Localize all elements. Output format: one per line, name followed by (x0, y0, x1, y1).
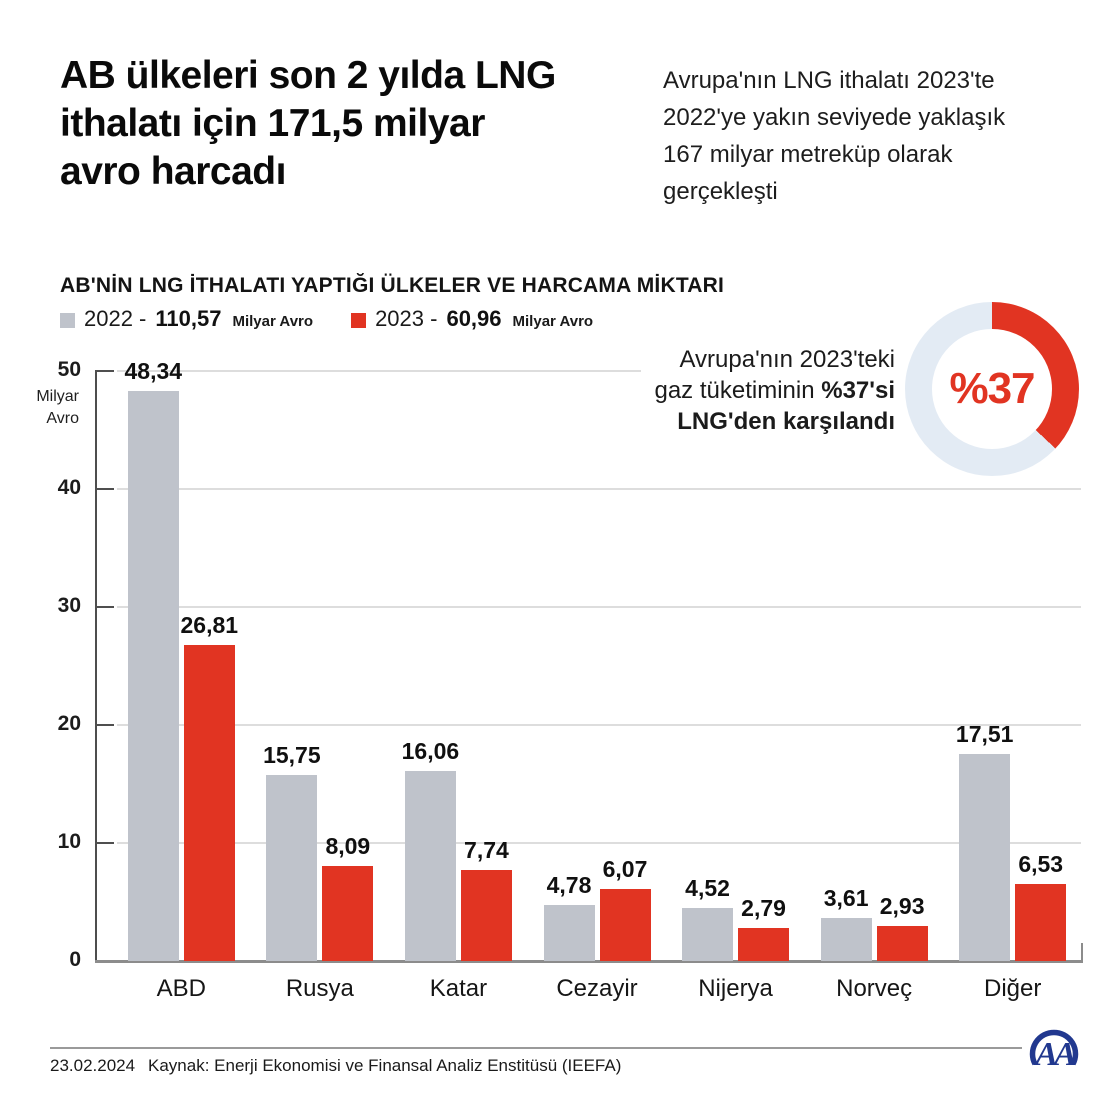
bar-value-2022-Rusya: 15,75 (263, 742, 321, 768)
bar-2023-Norveç (876, 926, 928, 961)
donut-caption-line: gaz tüketiminin %37'si (654, 377, 895, 404)
bar-value-2022-Cezayir: 4,78 (546, 872, 592, 898)
legend-swatch-2022 (60, 312, 75, 328)
footer-date: 23.02.2024 (50, 1056, 136, 1075)
bar-value-2023-Nijerya: 2,79 (741, 895, 786, 921)
donut-ring: %37 (905, 302, 1079, 476)
bar-value-2022-ABD: 48,34 (124, 358, 183, 384)
bar-2023-Diğer (1015, 884, 1067, 961)
legend-swatch-2023 (351, 312, 367, 328)
y-axis-unit-label: Milyar Avro (36, 388, 79, 427)
bar-value-2023-Diğer: 6,53 (1018, 851, 1064, 877)
bar-2023-ABD (183, 645, 235, 961)
gridline-30 (117, 606, 1081, 608)
x-axis-label-Norveç: Norveç (836, 975, 913, 1002)
x-axis-label-ABD: ABD (156, 975, 206, 1002)
bar-2022-Diğer (959, 754, 1011, 961)
legend-item-2023: 2023 - 60,96 Milyar Avro (351, 306, 593, 332)
footer-source: Kaynak: Enerji Ekonomisi ve Finansal Ana… (148, 1056, 622, 1075)
x-axis-right-stub (1081, 943, 1083, 960)
y-axis-line (95, 371, 97, 962)
legend-unit: Milyar Avro (512, 313, 594, 330)
y-tick-10 (95, 842, 114, 844)
donut-chart: %37 (905, 302, 1079, 476)
legend-total: 110,57 (155, 306, 222, 331)
donut-caption: Avrupa'nın 2023'teki gaz tüketiminin %37… (600, 344, 895, 437)
y-tick-30 (95, 606, 114, 608)
page-title-line: ithalatı için 171,5 milyar (60, 102, 485, 145)
y-tick-label-50: 50 (57, 358, 81, 381)
bar-2022-Cezayir (543, 905, 595, 961)
footer-divider (50, 1047, 1022, 1049)
x-axis-label-Diğer: Diğer (984, 975, 1042, 1002)
bar-2023-Nijerya (738, 928, 790, 961)
chart-title: AB'NİN LNG İTHALATI YAPTIĞI ÜLKELER VE H… (60, 274, 725, 297)
intro-line: gerçekleşti (663, 178, 778, 205)
bar-2023-Katar (460, 870, 512, 961)
y-tick-50 (95, 370, 114, 372)
bar-2023-Cezayir (599, 889, 651, 961)
svg-text:AA: AA (1033, 1036, 1076, 1073)
x-axis-label-Cezayir: Cezayir (556, 975, 638, 1002)
bar-2022-Norveç (820, 918, 872, 961)
bar-2022-ABD (127, 391, 179, 961)
page-title-line: AB ülkeleri son 2 yılda LNG (60, 54, 556, 97)
bar-value-2023-Norveç: 2,93 (879, 893, 925, 919)
page-title-line: avro harcadı (60, 150, 286, 193)
bar-2022-Katar (404, 771, 456, 961)
y-tick-label-10: 10 (57, 830, 81, 853)
aa-agency-logo: AA (1024, 1020, 1084, 1080)
bar-value-2023-Rusya: 8,09 (325, 833, 371, 859)
donut-caption-line: Avrupa'nın 2023'teki (679, 346, 895, 373)
page-title: AB ülkeleri son 2 yılda LNG ithalatı içi… (60, 52, 680, 196)
intro-line: 2022'ye yakın seviyede yaklaşık (663, 104, 1006, 131)
bars-layer: 48,34 26,81 ABD 15,75 8,09 Rusya 16,06 7,74 Kata… (112, 358, 1082, 1002)
bar-value-2022-Diğer: 17,51 (955, 721, 1014, 747)
y-tick-label-20: 20 (57, 712, 81, 735)
bar-value-2022-Norveç: 3,61 (823, 885, 869, 911)
bar-2022-Nijerya (682, 908, 734, 961)
x-axis-label-Katar: Katar (429, 975, 488, 1002)
y-tick-40 (95, 488, 114, 490)
bar-2023-Rusya (322, 866, 374, 961)
legend-item-2022: 2022 - 110,57 Milyar Avro (60, 306, 313, 332)
legend-label: 2022 - (84, 306, 147, 331)
chart-legend: 2022 - 110,57 Milyar Avro 2023 - 60,96 M… (60, 306, 593, 332)
y-tick-label-40: 40 (57, 476, 81, 499)
x-axis-label-Rusya: Rusya (285, 975, 354, 1002)
donut-percent-value: %37 (949, 364, 1035, 413)
legend-total: 60,96 (446, 306, 502, 331)
donut-caption-line: LNG'den karşılandı (677, 408, 895, 435)
bar-2022-Rusya (266, 775, 318, 961)
bar-value-2023-Katar: 7,74 (464, 837, 509, 863)
gridline-10 (117, 842, 1081, 844)
gridline-20 (117, 724, 1081, 726)
bar-chart: Milyar Avro 48,34 26,81 ABD 15,75 8,09 Rusya 1… (36, 358, 1083, 1002)
bar-value-2023-Cezayir: 6,07 (602, 856, 648, 882)
intro-line: 167 milyar metreküp olarak (663, 141, 953, 168)
bar-value-2022-Katar: 16,06 (401, 738, 460, 764)
legend-unit: Milyar Avro (232, 313, 314, 330)
y-tick-20 (95, 724, 114, 726)
gridline-40 (117, 488, 1081, 490)
gridline-50 (117, 370, 641, 372)
intro-line: Avrupa'nın LNG ithalatı 2023'te (663, 67, 995, 94)
bar-value-2022-Nijerya: 4,52 (685, 875, 730, 901)
y-tick-label-0: 0 (69, 948, 81, 971)
y-tick-label-30: 30 (57, 594, 81, 617)
legend-label: 2023 - (375, 306, 438, 331)
donut-hole: %37 (932, 329, 1052, 449)
bar-value-2023-ABD: 26,81 (180, 612, 239, 638)
x-axis-label-Nijerya: Nijerya (698, 975, 773, 1002)
x-axis-line (95, 960, 1083, 963)
intro-text: Avrupa'nın LNG ithalatı 2023'te 2022'ye … (663, 62, 1103, 210)
aa-logo-icon: AA (1029, 1029, 1080, 1073)
